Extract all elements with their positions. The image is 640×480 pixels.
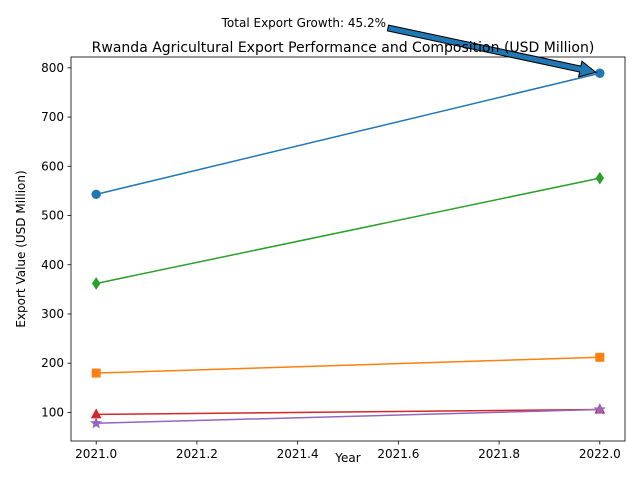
series-line-2 xyxy=(96,356,600,374)
x-tick-label: 2021.0 xyxy=(75,447,117,461)
series-line-5 xyxy=(96,408,600,425)
y-tick-label: 400 xyxy=(41,258,64,272)
x-tick-label: 2021.8 xyxy=(478,447,520,461)
chart-title: Rwanda Agricultural Export Performance a… xyxy=(92,40,595,56)
y-tick-label: 300 xyxy=(41,307,64,321)
y-tick-label: 200 xyxy=(41,356,64,370)
axes-frame xyxy=(70,56,626,442)
data-point-s1-1 xyxy=(91,189,101,200)
y-tick-label: 100 xyxy=(41,405,64,419)
annotation: Total Export Growth: 45.2% xyxy=(221,16,597,78)
x-tick-label: 2021.4 xyxy=(277,447,319,461)
data-point-s2-2 xyxy=(595,352,605,362)
y-tick-label: 800 xyxy=(41,61,64,75)
series-line-4 xyxy=(96,408,600,416)
plot-area xyxy=(90,68,606,429)
data-point-s2-1 xyxy=(91,368,101,378)
data-point-s3-2 xyxy=(595,171,605,185)
x-axis-label: Year xyxy=(334,451,360,465)
data-point-s5-1 xyxy=(90,416,103,429)
x-tick-label: 2022.0 xyxy=(579,447,621,461)
y-tick-label: 500 xyxy=(41,209,64,223)
annotation-arrow xyxy=(386,24,597,78)
series-line-1 xyxy=(96,72,600,196)
series-line-3 xyxy=(96,177,600,285)
data-point-s5-2 xyxy=(593,403,606,415)
x-tick-label: 2021.6 xyxy=(377,447,419,461)
y-axis-label: Export Value (USD Million) xyxy=(14,170,28,327)
annotation-text: Total Export Growth: 45.2% xyxy=(221,16,386,30)
y-tick-label: 600 xyxy=(41,159,64,173)
data-point-s1-2 xyxy=(595,68,605,78)
axis-ticks: 2021.0 2021.2 2021.4 2021.6 2021.8 2022.0 100 2… xyxy=(41,61,621,461)
x-tick-label: 2021.2 xyxy=(176,447,218,461)
y-tick-label: 700 xyxy=(41,110,64,124)
data-point-s3-1 xyxy=(91,277,101,290)
